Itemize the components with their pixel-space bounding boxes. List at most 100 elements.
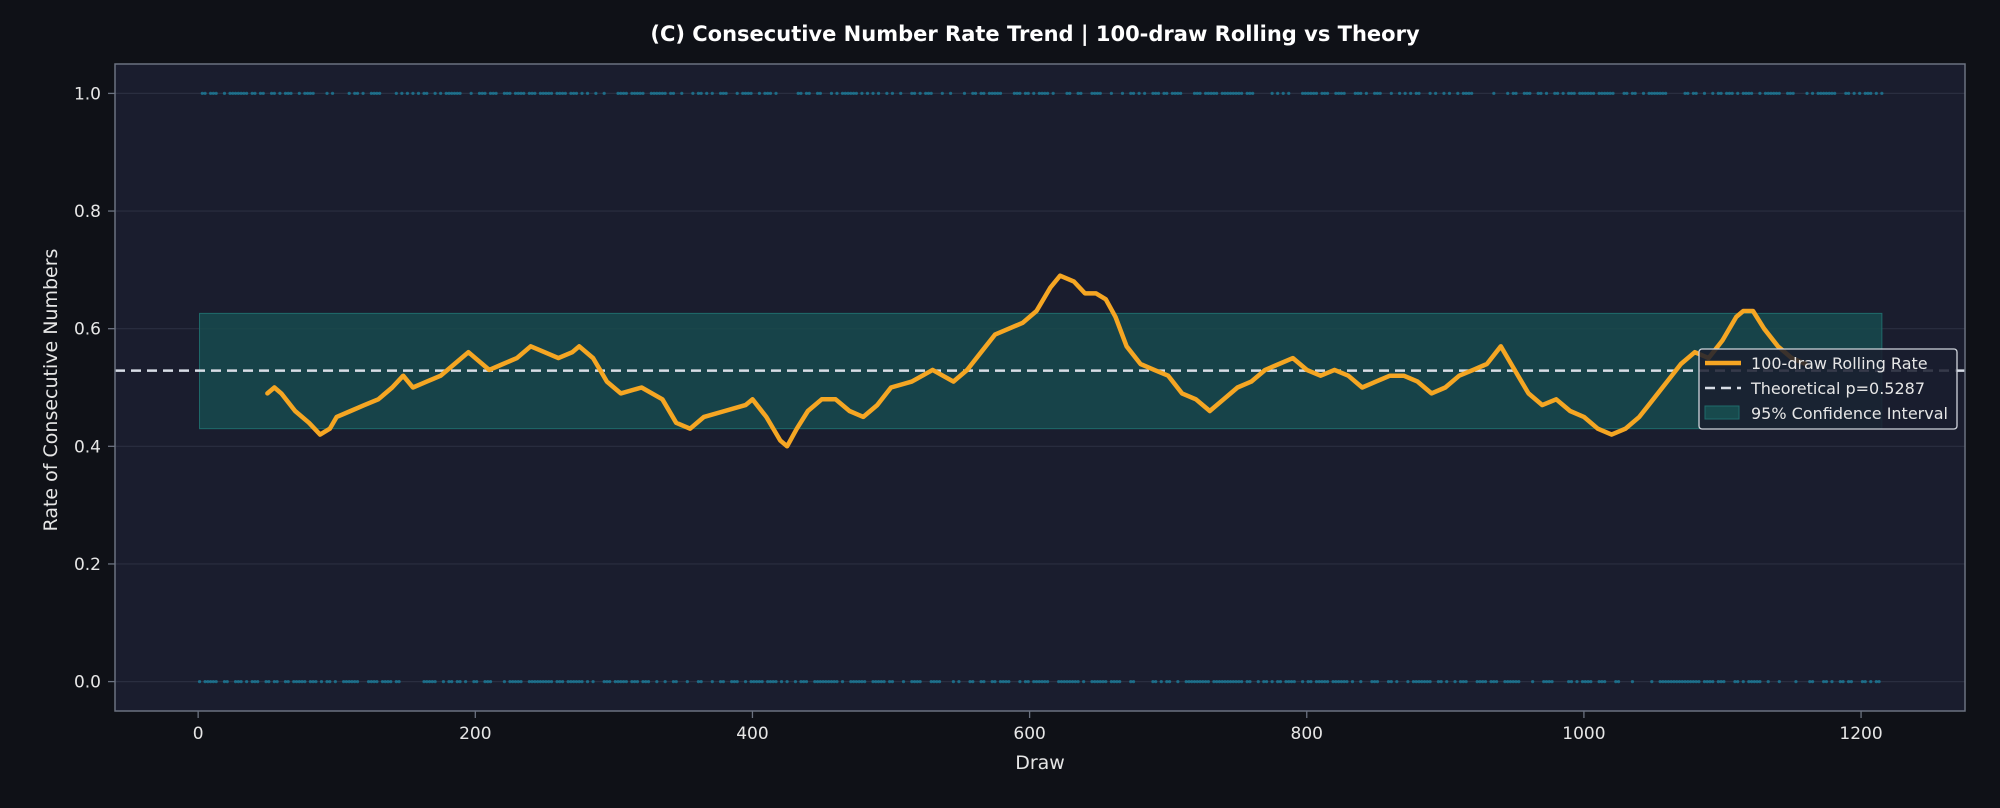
binary-point [325, 91, 329, 96]
binary-point [211, 679, 215, 684]
binary-point [774, 91, 778, 96]
binary-point [1830, 91, 1834, 96]
binary-point [355, 91, 360, 96]
binary-point [732, 679, 737, 684]
binary-point [231, 91, 235, 96]
binary-point [1281, 91, 1285, 96]
binary-point [691, 91, 695, 96]
binary-point [1223, 91, 1227, 96]
binary-point [1531, 679, 1535, 684]
binary-point [619, 679, 623, 684]
binary-point [1206, 679, 1210, 684]
binary-point [1309, 679, 1313, 684]
binary-point [225, 679, 229, 684]
binary-point [1090, 91, 1094, 96]
binary-point [1184, 679, 1188, 684]
binary-point [580, 679, 584, 684]
binary-point [289, 91, 293, 96]
binary-point [455, 91, 459, 96]
binary-point [505, 91, 509, 96]
binary-point [369, 91, 373, 96]
binary-point [1154, 91, 1158, 96]
y-tick-label: 0.4 [74, 437, 101, 457]
binary-point [655, 91, 659, 96]
binary-point [766, 91, 770, 96]
binary-point [655, 679, 659, 684]
binary-point [1495, 679, 1499, 684]
binary-point [1101, 679, 1105, 684]
binary-point [239, 91, 243, 96]
binary-point [1630, 91, 1635, 96]
binary-point [1040, 679, 1044, 684]
binary-point [530, 679, 534, 684]
binary-point [1301, 91, 1305, 96]
binary-point [993, 679, 997, 684]
binary-point [1093, 679, 1097, 684]
binary-point [1043, 679, 1047, 684]
binary-point [1647, 91, 1651, 96]
binary-point [1658, 679, 1662, 684]
binary-point [1417, 679, 1421, 684]
binary-point [1215, 91, 1219, 96]
binary-point [1192, 91, 1197, 96]
binary-point [209, 91, 213, 96]
binary-point [674, 679, 678, 684]
binary-point [444, 91, 448, 96]
binary-point [641, 679, 645, 684]
binary-point [1567, 679, 1571, 684]
binary-point [1339, 679, 1344, 684]
binary-point [386, 679, 390, 684]
binary-point [1240, 91, 1244, 96]
binary-point [696, 679, 701, 684]
binary-point [242, 91, 246, 96]
binary-point [1589, 91, 1593, 96]
binary-point [549, 679, 554, 684]
binary-point [214, 679, 218, 684]
binary-point [1475, 679, 1479, 684]
binary-point [1697, 679, 1701, 684]
binary-point [724, 91, 728, 96]
binary-point [1303, 91, 1307, 96]
binary-point [624, 679, 628, 684]
binary-point [303, 679, 307, 684]
binary-point [1567, 91, 1571, 96]
binary-point [1622, 91, 1626, 96]
binary-point [1641, 91, 1646, 96]
binary-point [843, 91, 847, 96]
binary-point [982, 679, 986, 684]
binary-point [1012, 91, 1016, 96]
binary-outcome-points [197, 91, 1884, 684]
binary-point [1226, 679, 1230, 684]
binary-point [1827, 91, 1831, 96]
binary-point [1569, 91, 1574, 96]
legend-label-confidence: 95% Confidence Interval [1751, 404, 1948, 423]
binary-point [1062, 679, 1066, 684]
binary-point [1129, 679, 1133, 684]
binary-point [1359, 679, 1363, 684]
binary-point [718, 91, 723, 96]
binary-point [214, 91, 218, 96]
binary-point [1356, 91, 1360, 96]
binary-point [203, 91, 207, 96]
binary-point [1810, 91, 1815, 96]
binary-point [1561, 91, 1565, 96]
binary-point [491, 91, 495, 96]
binary-point [1683, 91, 1687, 96]
binary-point [558, 91, 562, 96]
binary-point [1758, 91, 1762, 96]
binary-point [222, 679, 227, 684]
binary-point [1683, 679, 1687, 684]
binary-point [990, 91, 994, 96]
binary-point [519, 91, 523, 96]
binary-point [1345, 679, 1349, 684]
binary-point [912, 91, 917, 96]
binary-point [815, 679, 820, 684]
binary-point [203, 679, 207, 684]
binary-point [1833, 91, 1837, 96]
binary-point [1869, 679, 1873, 684]
binary-point [1547, 679, 1551, 684]
binary-point [1317, 679, 1321, 684]
binary-point [1722, 679, 1726, 684]
binary-point [1666, 679, 1671, 684]
binary-point [924, 91, 928, 96]
